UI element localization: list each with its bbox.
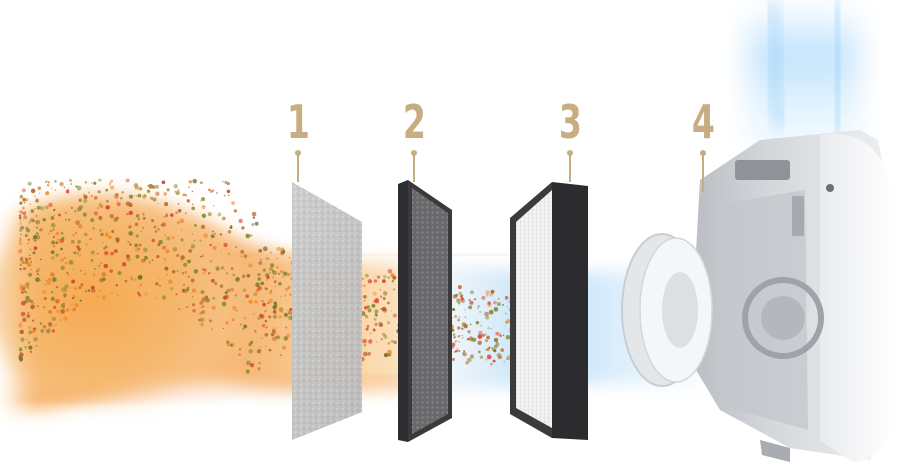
leader-line bbox=[569, 152, 571, 182]
hepa-filter-panel-icon bbox=[510, 182, 588, 440]
pre-filter-panel-icon bbox=[292, 182, 362, 440]
leader-line bbox=[297, 152, 299, 182]
stage-number: 2 bbox=[402, 95, 426, 149]
clean-air-plume bbox=[748, 0, 858, 150]
leader-line bbox=[702, 152, 704, 192]
leader-line bbox=[413, 152, 415, 182]
blower-fan-icon bbox=[621, 233, 713, 387]
stage-number: 4 bbox=[691, 95, 715, 149]
carbon-filter-panel-icon bbox=[398, 180, 452, 442]
stage-number: 3 bbox=[558, 95, 582, 149]
stage-number: 1 bbox=[286, 95, 310, 149]
purifier-housing-icon bbox=[690, 130, 895, 462]
